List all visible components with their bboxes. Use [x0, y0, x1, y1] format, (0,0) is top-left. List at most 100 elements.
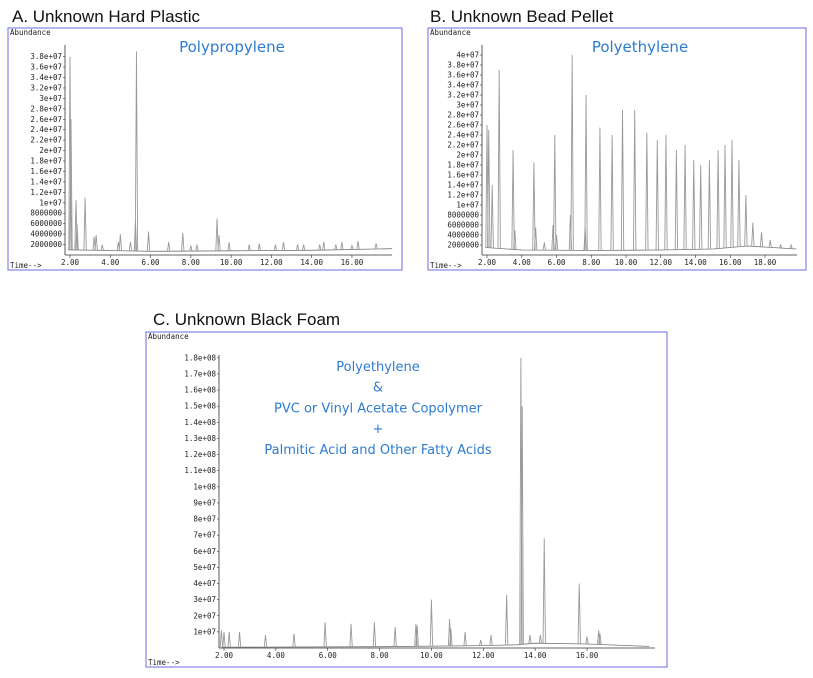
x-axis-label: Time-->: [148, 658, 180, 667]
chromatogram-peak: [349, 623, 353, 647]
y-tick-label: 1.4e+07: [30, 177, 62, 186]
chart-panel-c: C. Unknown Black Foam Abundance Time--> 1e+…: [145, 310, 668, 668]
y-tick-label: 2e+07: [456, 151, 479, 160]
x-tick-label: 14.00: [684, 258, 707, 267]
chromatogram-peak: [504, 594, 509, 646]
chromatogram-peak: [69, 119, 73, 250]
x-tick-label: 6.00: [547, 258, 566, 267]
chart-frame: [7, 27, 403, 271]
chromatogram-peak: [479, 639, 483, 646]
chromatogram-peak: [633, 109, 637, 251]
chromatogram-peak: [584, 94, 588, 251]
chromatogram-peak: [227, 242, 231, 251]
x-axis-label: Time-->: [430, 261, 462, 270]
chromatogram-peak: [318, 244, 322, 251]
chromatogram-peak: [759, 232, 764, 247]
x-tick-label: 12.00: [472, 651, 495, 660]
chart-title: A. Unknown Hard Plastic: [12, 7, 201, 26]
chromatogram-peak: [598, 127, 602, 251]
y-tick-label: 2.4e+07: [447, 131, 479, 140]
chromatogram-peak: [374, 243, 378, 250]
chromatogram-peak: [292, 633, 296, 648]
y-tick-label: 9e+07: [193, 498, 216, 507]
y-tick-label: 2.6e+07: [447, 121, 479, 130]
x-tick-label: 16.00: [341, 258, 364, 267]
compound-annotation: PVC or Vinyl Acetate Copolymer: [274, 401, 483, 416]
y-tick-label: 4e+07: [193, 579, 216, 588]
chromatogram-peak: [570, 54, 574, 251]
chromatogram-peak: [528, 635, 532, 644]
y-tick-label: 3e+07: [193, 595, 216, 604]
y-tick-label: 3.6e+07: [30, 63, 62, 72]
x-tick-label: 8.00: [371, 651, 390, 660]
y-tick-label: 3.6e+07: [447, 71, 479, 80]
y-tick-label: 2000000: [447, 241, 479, 250]
y-tick-label: 1.8e+08: [184, 353, 216, 362]
chromatogram-peak: [219, 630, 224, 648]
chart-frame: [145, 331, 668, 668]
x-tick-label: 4.00: [101, 258, 120, 267]
chromatogram-peak: [489, 635, 493, 646]
x-tick-label: 8.00: [182, 258, 201, 267]
y-tick-label: 2.8e+07: [447, 111, 479, 120]
y-tick-label: 1e+07: [193, 627, 216, 636]
chart-frame: [427, 27, 807, 271]
y-tick-label: 6000000: [30, 219, 62, 228]
chart-title: C. Unknown Black Foam: [153, 310, 340, 329]
chromatogram-peak: [301, 244, 306, 251]
chromatogram-peak: [520, 406, 524, 645]
chromatogram-peak: [487, 129, 491, 248]
chromatogram-peak: [429, 599, 434, 647]
chromatogram-peak: [247, 244, 251, 251]
chromatogram-peak: [620, 109, 625, 251]
y-tick-label: 8000000: [30, 209, 62, 218]
chromatogram-peak: [699, 164, 703, 250]
chromatogram-peak: [779, 243, 783, 249]
baseline-trace: [485, 245, 797, 251]
compound-annotation: +: [373, 422, 384, 437]
y-tick-label: 7e+07: [193, 531, 216, 540]
chromatogram-peak: [655, 139, 659, 251]
y-tick-label: 6e+07: [193, 547, 216, 556]
x-tick-label: 10.00: [220, 258, 243, 267]
y-tick-label: 1.6e+08: [184, 386, 216, 395]
chromatogram-peak: [768, 239, 772, 248]
y-axis-label: Abundance: [430, 28, 471, 37]
compound-annotation: Palmitic Acid and Other Fatty Acids: [264, 443, 491, 458]
chromatogram-peak: [737, 159, 741, 247]
y-tick-label: 1.4e+07: [447, 181, 479, 190]
chromatogram-peak: [189, 245, 193, 252]
compound-annotation: Polyethylene: [336, 360, 420, 375]
x-tick-label: 10.00: [420, 651, 443, 660]
chromatogram-peak: [340, 241, 344, 250]
x-tick-label: 8.00: [582, 258, 601, 267]
compound-annotation: Polyethylene: [592, 38, 688, 56]
chromatogram-peak: [372, 622, 377, 647]
y-tick-label: 3.8e+07: [447, 61, 479, 70]
chart-panel-a: A. Unknown Hard Plastic Abundance Time--> 2…: [7, 7, 403, 271]
y-tick-label: 2.8e+07: [30, 104, 62, 113]
y-tick-label: 3e+07: [456, 101, 479, 110]
chromatogram-peak: [263, 635, 268, 648]
y-tick-label: 2.2e+07: [447, 141, 479, 150]
chromatogram-peak: [334, 244, 338, 250]
y-tick-label: 1.2e+07: [30, 188, 62, 197]
y-tick-label: 3.2e+07: [30, 83, 62, 92]
chromatogram-peak: [542, 538, 546, 644]
chromatogram-peak: [463, 631, 467, 646]
x-tick-label: 14.00: [524, 651, 547, 660]
chromatogram-peak: [100, 244, 104, 251]
chromatogram-peak: [585, 636, 589, 645]
y-tick-label: 1.6e+07: [30, 167, 62, 176]
y-tick-label: 1e+07: [456, 201, 479, 210]
chromatogram-peak: [257, 243, 261, 251]
y-tick-label: 3.4e+07: [447, 81, 479, 90]
chromatogram-peak: [692, 159, 696, 250]
chromatogram-peak: [449, 628, 453, 646]
chromatogram-peak: [664, 134, 668, 250]
chart-title: B. Unknown Bead Pellet: [430, 7, 614, 26]
y-tick-label: 4000000: [447, 231, 479, 240]
x-tick-label: 14.00: [300, 258, 323, 267]
chromatogram-peak: [222, 631, 226, 648]
chromatogram-peak: [75, 223, 79, 250]
